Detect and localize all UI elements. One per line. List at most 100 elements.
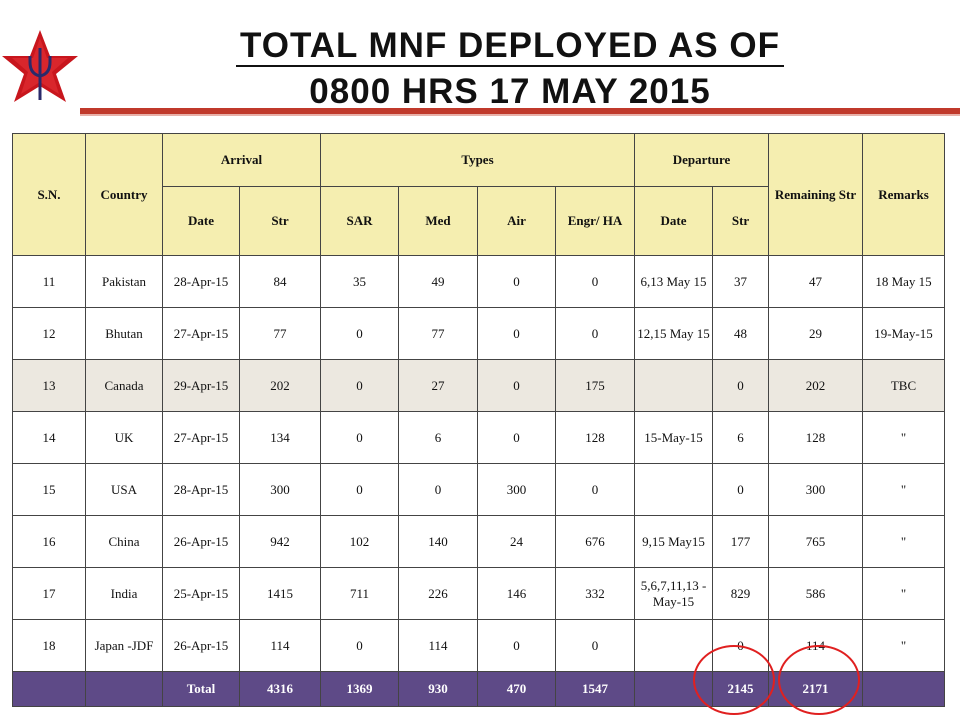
header-sar: SAR [320, 186, 399, 256]
header-engr-ha: Engr/ HA [554, 186, 636, 256]
cell-med: 27 [398, 359, 478, 412]
cell-departure-str: 37 [712, 255, 770, 308]
highlight-circle-remaining-total [778, 645, 860, 715]
cell-arrival-date: 27-Apr-15 [162, 411, 240, 464]
total-arrival-str: 4316 [239, 671, 321, 707]
total-engr: 1547 [554, 671, 636, 707]
page-title-line2: 0800 HRS 17 MAY 2015 [170, 72, 850, 113]
cell-departure-date: 9,15 May15 [634, 515, 714, 568]
table-row: 14 UK 27-Apr-15 134 0 6 0 128 15-May-15 … [12, 411, 946, 464]
cell-sn: 18 [12, 619, 86, 672]
cell-engr: 332 [554, 567, 636, 620]
cell-arrival-str: 77 [239, 307, 321, 360]
total-empty-sn [12, 671, 86, 707]
total-label: Total [162, 671, 240, 707]
cell-country: USA [85, 463, 163, 516]
cell-departure-str: 0 [712, 463, 770, 516]
cell-remaining: 128 [768, 411, 864, 464]
table-row: 11 Pakistan 28-Apr-15 84 35 49 0 0 6,13 … [12, 255, 946, 308]
cell-country: India [85, 567, 163, 620]
highlight-circle-departure-total [693, 645, 775, 715]
cell-arrival-str: 134 [239, 411, 321, 464]
cell-med: 77 [398, 307, 478, 360]
cell-remaining: 202 [768, 359, 864, 412]
cell-country: Bhutan [85, 307, 163, 360]
header-arrival: Arrival [162, 133, 321, 187]
cell-remarks: " [862, 567, 946, 620]
deployment-table: S.N. Country Arrival Types Departure Rem… [12, 133, 946, 707]
cell-air: 146 [477, 567, 556, 620]
header-types: Types [319, 133, 636, 187]
cell-sar: 0 [320, 411, 399, 464]
cell-air: 24 [477, 515, 556, 568]
cell-country: Pakistan [85, 255, 163, 308]
cell-sar: 35 [320, 255, 399, 308]
cell-med: 226 [398, 567, 478, 620]
cell-arrival-str: 942 [239, 515, 321, 568]
cell-remarks: TBC [862, 359, 946, 412]
cell-remarks: " [862, 515, 946, 568]
header-remarks: Remarks [862, 133, 946, 256]
cell-remarks: 19-May-15 [862, 307, 946, 360]
table-row: 13 Canada 29-Apr-15 202 0 27 0 175 0 202… [12, 359, 946, 412]
header-remaining-str: Remaining Str [768, 133, 864, 256]
cell-remaining: 765 [768, 515, 864, 568]
table-row: 18 Japan -JDF 26-Apr-15 114 0 114 0 0 0 … [12, 619, 946, 672]
total-empty-country [85, 671, 163, 707]
header-departure-date: Date [634, 186, 714, 256]
header-med: Med [398, 186, 478, 256]
cell-engr: 676 [554, 515, 636, 568]
cell-arrival-date: 26-Apr-15 [162, 515, 240, 568]
cell-remaining: 586 [768, 567, 864, 620]
cell-departure-date [634, 463, 714, 516]
cell-air: 0 [477, 619, 556, 672]
cell-engr: 0 [554, 307, 636, 360]
cell-arrival-date: 28-Apr-15 [162, 255, 240, 308]
cell-sar: 0 [320, 619, 399, 672]
cell-arrival-str: 202 [239, 359, 321, 412]
cell-arrival-str: 1415 [239, 567, 321, 620]
cell-sar: 0 [320, 307, 399, 360]
cell-remarks: 18 May 15 [862, 255, 946, 308]
header-sn: S.N. [12, 133, 86, 256]
cell-remarks: " [862, 411, 946, 464]
cell-air: 0 [477, 359, 556, 412]
cell-sar: 102 [320, 515, 399, 568]
cell-arrival-str: 84 [239, 255, 321, 308]
cell-departure-date: 12,15 May 15 [634, 307, 714, 360]
cell-arrival-str: 114 [239, 619, 321, 672]
total-empty-remarks [862, 671, 946, 707]
header-departure-str: Str [712, 186, 770, 256]
cell-engr: 128 [554, 411, 636, 464]
header-arrival-str: Str [239, 186, 321, 256]
title-divider-shadow [80, 114, 960, 116]
cell-med: 140 [398, 515, 478, 568]
cell-engr: 0 [554, 619, 636, 672]
cell-country: China [85, 515, 163, 568]
cell-engr: 0 [554, 463, 636, 516]
army-emblem-icon [2, 30, 78, 102]
cell-sn: 17 [12, 567, 86, 620]
cell-remarks: " [862, 463, 946, 516]
cell-sar: 711 [320, 567, 399, 620]
table-row: 17 India 25-Apr-15 1415 711 226 146 332 … [12, 567, 946, 620]
cell-remaining: 300 [768, 463, 864, 516]
cell-sn: 11 [12, 255, 86, 308]
total-sar: 1369 [320, 671, 399, 707]
cell-departure-str: 6 [712, 411, 770, 464]
cell-departure-str: 829 [712, 567, 770, 620]
cell-arrival-date: 26-Apr-15 [162, 619, 240, 672]
total-med: 930 [398, 671, 478, 707]
title-divider [80, 108, 960, 114]
cell-departure-date: 15-May-15 [634, 411, 714, 464]
cell-departure-str: 177 [712, 515, 770, 568]
cell-departure-str: 48 [712, 307, 770, 360]
table-row: 12 Bhutan 27-Apr-15 77 0 77 0 0 12,15 Ma… [12, 307, 946, 360]
total-air: 470 [477, 671, 556, 707]
cell-remarks: " [862, 619, 946, 672]
total-empty-dep-date [634, 671, 714, 707]
cell-departure-date [634, 359, 714, 412]
cell-sn: 15 [12, 463, 86, 516]
cell-remaining: 29 [768, 307, 864, 360]
cell-med: 49 [398, 255, 478, 308]
